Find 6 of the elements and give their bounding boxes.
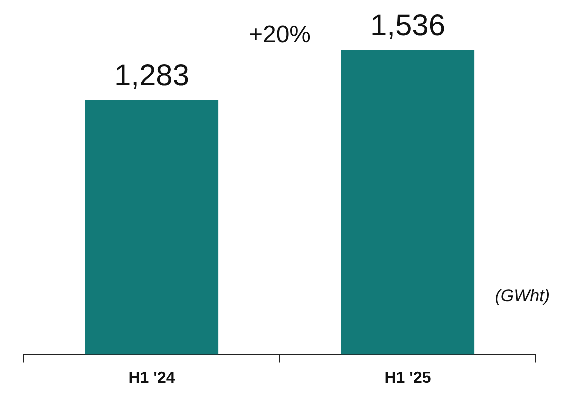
data-label: 1,283 [114, 59, 190, 92]
annotation: (GWht) [495, 286, 550, 306]
data-label: 1,536 [370, 9, 446, 42]
text: +20% [248, 22, 312, 49]
x-tick-label: H1 '25 [384, 370, 432, 387]
x-tick-label: H1 '24 [128, 370, 176, 387]
